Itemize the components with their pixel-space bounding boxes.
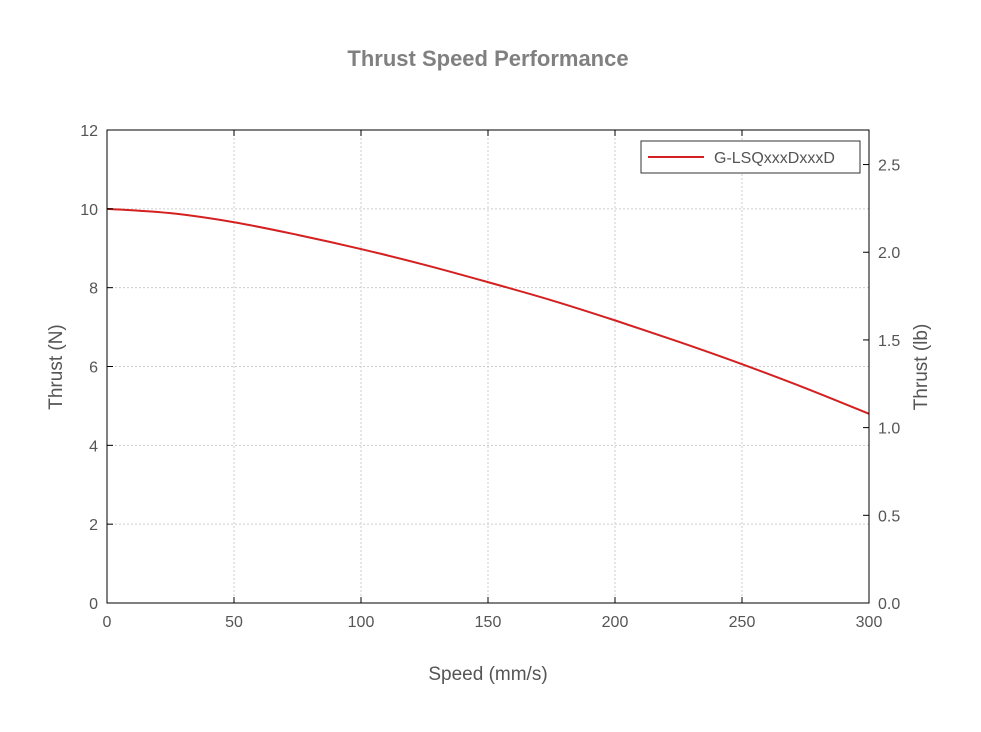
y2-tick-label: 1.0	[878, 421, 900, 438]
series-layer	[106, 207, 870, 415]
x-tick-label: 150	[475, 614, 502, 631]
y-tick-label: 12	[80, 123, 98, 140]
x-tick-label: 300	[856, 614, 883, 631]
x-axis-ticks: 0 50 100 150 200 250 300	[103, 130, 883, 631]
y-tick-label: 8	[89, 281, 98, 298]
y-axis-label: Thrust (N)	[46, 324, 67, 410]
x-tick-label: 50	[225, 614, 243, 631]
legend-entry-label: G-LSQxxxDxxxD	[714, 150, 835, 167]
x-tick-label: 200	[602, 614, 629, 631]
y-axis-ticks: 0 2 4 6 8 10 12	[80, 123, 113, 613]
y-tick-label: 6	[89, 360, 98, 377]
x-tick-label: 0	[103, 614, 112, 631]
y2-tick-label: 0.5	[878, 508, 900, 525]
grid-lines	[107, 130, 869, 603]
y-tick-label: 0	[89, 596, 98, 613]
y-tick-label: 2	[89, 517, 98, 534]
y2-tick-label: 0.0	[878, 596, 900, 613]
x-tick-label: 100	[348, 614, 375, 631]
series-line-0	[106, 207, 870, 415]
y2-tick-label: 2.5	[878, 158, 900, 175]
y2-tick-label: 2.0	[878, 245, 900, 262]
x-axis-label: Speed (mm/s)	[428, 664, 547, 685]
chart-title: Thrust Speed Performance	[347, 46, 628, 71]
y2-tick-label: 1.5	[878, 333, 900, 350]
y2-axis-label: Thrust (lb)	[911, 324, 932, 411]
y2-axis-ticks: 0.0 0.5 1.0 1.5 2.0 2.5	[863, 158, 900, 613]
x-tick-label: 250	[729, 614, 756, 631]
y-tick-label: 4	[89, 438, 98, 455]
legend: G-LSQxxxDxxxD	[640, 140, 861, 174]
y-tick-label: 10	[80, 202, 98, 219]
